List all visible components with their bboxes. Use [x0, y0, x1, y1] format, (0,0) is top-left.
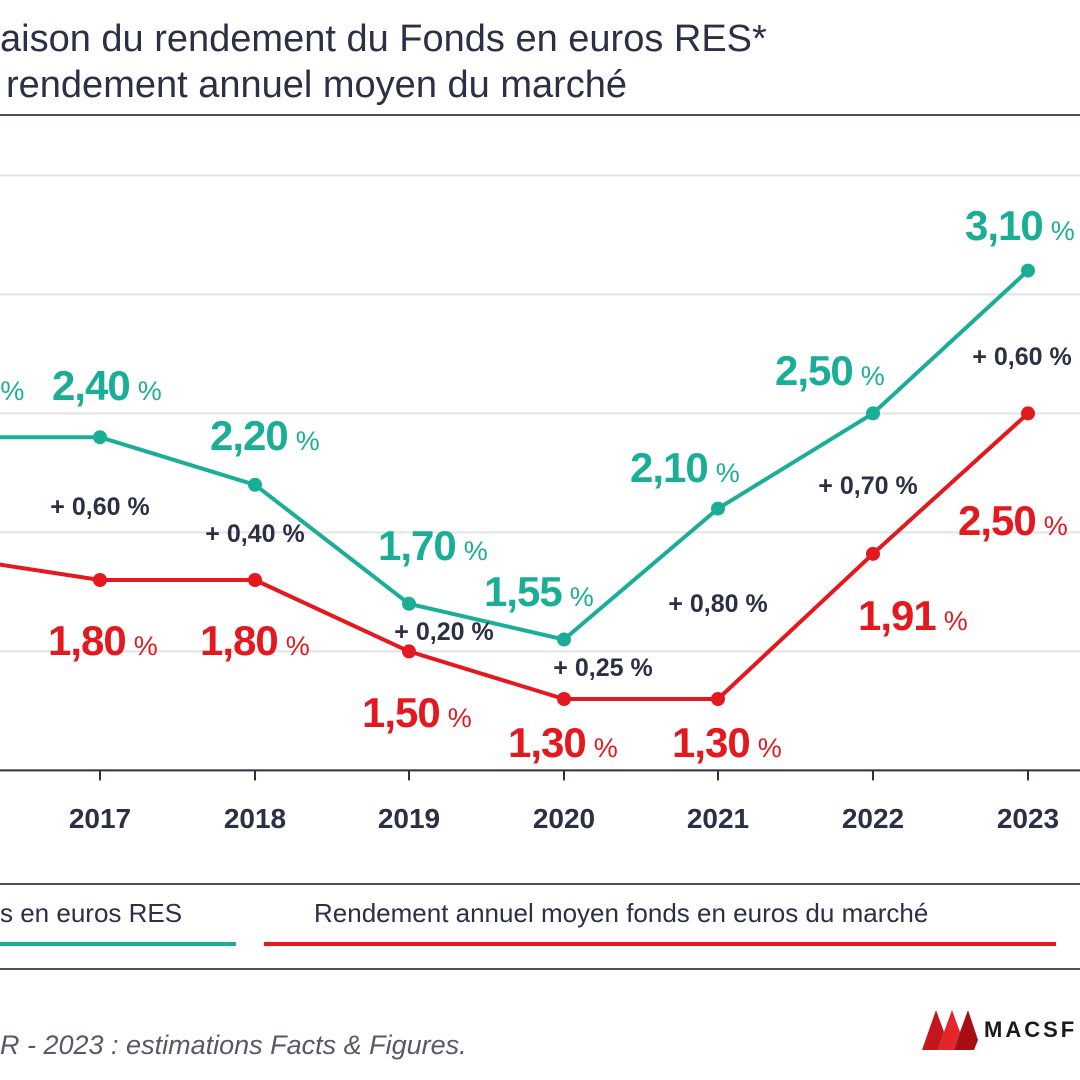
market-value-label-2020: 1,30% [508, 719, 618, 766]
res-point-2018 [248, 477, 262, 492]
market-line [0, 411, 1030, 701]
macsf-logo-text: MACSF [984, 1017, 1078, 1042]
res-point-2017 [93, 430, 107, 445]
x-tick-label-2023: 2023 [997, 803, 1059, 834]
macsf-logo: MACSF [922, 1010, 1077, 1050]
x-tick-label-2019: 2019 [378, 803, 440, 834]
legend-market-label: Rendement annuel moyen fonds en euros du… [314, 898, 929, 928]
res-value-label-2021: 2,10% [630, 444, 740, 491]
market-point-2018 [248, 573, 262, 587]
market-point-2017 [93, 573, 107, 587]
market-point-2020 [557, 692, 571, 706]
market-point-2022 [866, 546, 880, 561]
x-tick-label-2021: 2021 [687, 803, 749, 834]
res-value-label-2023: 3,10% [965, 202, 1075, 249]
chart-title-line-2: rendement annuel moyen du marché [6, 64, 628, 106]
market-point-2021 [711, 692, 725, 706]
res-point-2019 [402, 596, 416, 611]
res-point-2022 [866, 406, 880, 421]
spread-label-2017: + 0,60 % [50, 493, 149, 521]
spread-label-2018: + 0,40 % [205, 520, 304, 548]
res-value-label-2020: 1,55% [484, 568, 594, 615]
market-value-label-2018: 1,80% [200, 617, 310, 664]
res-value-label-2018: 2,20% [210, 412, 320, 459]
legend-market-line [264, 942, 1056, 946]
spread-label-2023: + 0,60 % [972, 343, 1071, 371]
market-value-label-2021: 1,30% [672, 719, 782, 766]
market-value-label-2023: 2,50% [958, 497, 1068, 544]
res-point-2020 [557, 632, 571, 647]
res-point-2023 [1021, 263, 1035, 278]
x-tick-label-2017: 2017 [69, 803, 131, 834]
res-line [0, 269, 1030, 642]
chart-title-line-1: aison du rendement du Fonds en euros RES… [0, 18, 767, 60]
title-divider [0, 114, 1080, 116]
market-value-label-2019: 1,50% [362, 689, 472, 736]
res-point-2021 [711, 501, 725, 516]
market-point-2019 [402, 644, 416, 659]
market-value-label-2017: 1,80% [48, 617, 158, 664]
res-value-label-2019: 1,70% [378, 522, 488, 569]
legend-top-divider [0, 883, 1080, 885]
legend-res-line [0, 942, 236, 946]
spread-label-2022: + 0,70 % [818, 472, 917, 500]
market-point-2023 [1021, 406, 1035, 421]
res-value-label-2016: 0% [0, 362, 24, 409]
legend-res-label: s en euros RES [0, 898, 183, 928]
market-value-label-2022: 1,91% [858, 592, 968, 639]
spread-label-2021: + 0,80 % [668, 590, 767, 618]
spread-label-2019: + 0,20 % [394, 618, 493, 646]
x-tick-label-2022: 2022 [842, 803, 904, 834]
macsf-logo-icon [922, 1010, 978, 1050]
x-tick-label-2018: 2018 [224, 803, 286, 834]
x-tick-label-2020: 2020 [533, 803, 595, 834]
line-chart: 2017 2018 2019 2020 2021 2022 2023 0% 2,40% 2,20%… [0, 174, 1080, 834]
res-value-label-2017: 2,40% [52, 362, 162, 409]
legend-bottom-divider [0, 968, 1080, 970]
res-value-label-2022: 2,50% [775, 347, 885, 394]
source-footnote: R - 2023 : estimations Facts & Figures. [0, 1030, 467, 1060]
spread-label-2020: + 0,25 % [553, 654, 652, 682]
